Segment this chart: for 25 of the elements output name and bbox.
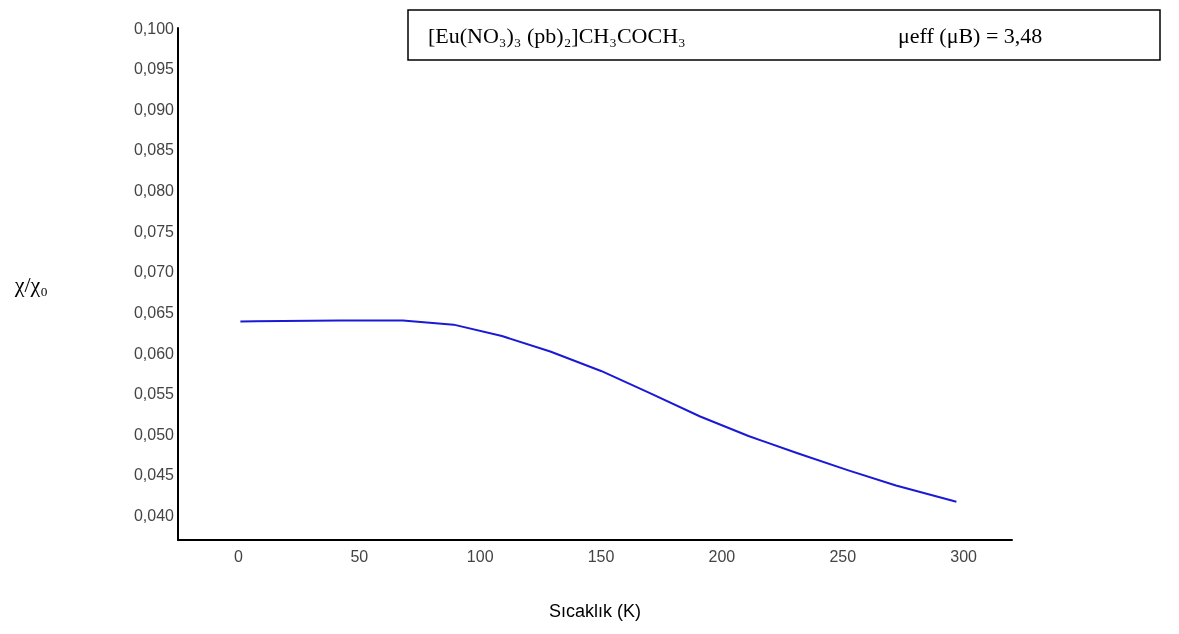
x-tick-label: 150 (587, 547, 615, 565)
x-tick-label: 0 (233, 547, 243, 565)
y-tick-label: 0,085 (133, 141, 175, 159)
y-tick-label: 0,070 (133, 263, 175, 281)
y-tick-label: 0,065 (133, 303, 175, 321)
x-tick-label: 300 (950, 547, 978, 565)
y-tick-label: 0,045 (133, 466, 175, 484)
y-tick-label: 0,040 (133, 507, 175, 525)
x-axis-title: Sıcaklık (K) (548, 601, 642, 621)
x-tick-label: 50 (350, 547, 369, 565)
x-tick-label: 250 (829, 547, 857, 565)
x-tick-label: 100 (466, 547, 494, 565)
chart-title: [Eu(NO₃)₃ (pb)₂]CH₃COCH₃ (428, 22, 686, 48)
line-series (239, 319, 958, 503)
y-tick-label: 0,050 (133, 425, 175, 443)
y-tick-label: 0,100 (133, 19, 175, 37)
y-tick-label: 0,055 (133, 385, 175, 403)
y-tick-label: 0,095 (133, 60, 175, 78)
y-tick-label: 0,090 (133, 100, 175, 118)
y-tick-label: 0,075 (133, 222, 175, 240)
chart-subtitle: μeff (μB) = 3,48 (898, 22, 1043, 48)
y-tick-label: 0,080 (133, 182, 175, 200)
x-tick-label: 200 (708, 547, 736, 565)
y-axis-title: χ/χ₀ (13, 271, 48, 297)
y-tick-label: 0,060 (133, 344, 175, 362)
